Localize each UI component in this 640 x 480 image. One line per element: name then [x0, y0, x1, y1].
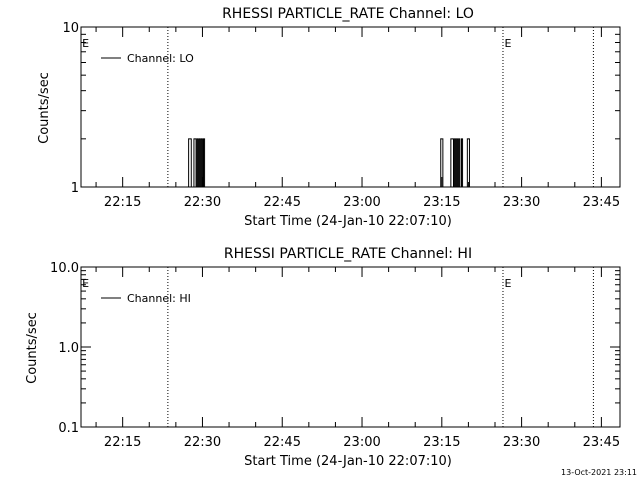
- lo-data-point: [197, 186, 199, 188]
- lo-data-point: [198, 138, 200, 140]
- lo-data-point: [468, 138, 469, 140]
- lo-data-point: [450, 138, 452, 140]
- lo-data-point: [199, 186, 201, 188]
- lo-eclipse-label: E: [505, 37, 512, 50]
- lo-data-point: [439, 186, 441, 188]
- lo-x-tick-label: 23:45: [583, 195, 620, 210]
- lo-data-point: [458, 138, 460, 140]
- lo-data-point: [193, 138, 195, 140]
- lo-data-point: [455, 186, 457, 188]
- panel-hi: RHESSI PARTICLE_RATE Channel: HI Start T…: [25, 246, 621, 469]
- lo-data-point: [196, 138, 198, 140]
- lo-data-point: [459, 186, 461, 188]
- hi-x-tick-label: 23:30: [503, 435, 540, 450]
- lo-eclipse-label: E: [82, 37, 89, 50]
- hi-x-tick-label: 23:15: [423, 435, 460, 450]
- lo-data-point: [441, 138, 443, 140]
- lo-data-point: [461, 138, 462, 140]
- lo-data-point: [195, 186, 197, 188]
- lo-data-point: [442, 186, 444, 188]
- hi-y-tick-label: 10.0: [50, 261, 79, 276]
- lo-data-point: [452, 138, 453, 140]
- footer-timestamp: 13-Oct-2021 23:11: [561, 468, 637, 477]
- lo-data-point: [190, 186, 192, 188]
- lo-x-tick-label: 22:15: [104, 195, 141, 210]
- lo-data-point: [188, 138, 190, 140]
- lo-data-point: [453, 186, 454, 188]
- panel-lo-ylabel: Counts/sec: [37, 72, 52, 144]
- lo-data-point: [189, 138, 191, 140]
- lo-legend-label: Channel: LO: [127, 52, 194, 65]
- lo-data-point: [466, 138, 468, 140]
- hi-y-tick-label: 0.1: [58, 421, 79, 436]
- panel-hi-plot-area: 22:15 22:30 22:45 23:00 23:15 23:30 23:45 0.1 1.…: [50, 261, 621, 450]
- lo-y-tick-label: 10: [62, 21, 79, 36]
- lo-series-line: [187, 138, 470, 188]
- lo-data-point: [456, 138, 458, 140]
- hi-eclipse-label: E: [505, 277, 512, 290]
- hi-y-tick-label: 1.0: [58, 341, 79, 356]
- hi-x-tick-label: 22:15: [104, 435, 141, 450]
- lo-x-tick-label: 22:30: [184, 195, 221, 210]
- lo-data-point: [469, 186, 470, 188]
- lo-data-point: [194, 138, 196, 140]
- lo-data-point: [457, 186, 459, 188]
- lo-data-point: [200, 138, 202, 140]
- panel-hi-xlabel: Start Time (24-Jan-10 22:07:10): [244, 454, 452, 469]
- hi-x-tick-label: 23:00: [343, 435, 380, 450]
- lo-data-point: [462, 186, 463, 188]
- lo-data-point: [187, 186, 188, 188]
- panel-lo: RHESSI PARTICLE_RATE Channel: LO Start T…: [37, 6, 621, 229]
- lo-data-point: [465, 186, 467, 188]
- lo-data-point: [449, 186, 451, 188]
- panel-lo-xlabel: Start Time (24-Jan-10 22:07:10): [244, 214, 452, 229]
- lo-x-tick-label: 23:00: [343, 195, 380, 210]
- hi-eclipse-label: E: [82, 277, 89, 290]
- lo-x-tick-label: 23:30: [503, 195, 540, 210]
- lo-data-point: [203, 138, 204, 140]
- hi-x-tick-label: 22:30: [184, 435, 221, 450]
- panel-lo-title: RHESSI PARTICLE_RATE Channel: LO: [222, 6, 474, 22]
- hi-x-tick-label: 22:45: [264, 435, 301, 450]
- lo-data-point: [202, 186, 203, 188]
- lo-x-tick-label: 22:45: [264, 195, 301, 210]
- lo-data-point: [454, 138, 455, 140]
- lo-data-point: [192, 186, 194, 188]
- lo-x-tick-label: 23:15: [423, 195, 460, 210]
- hi-legend-label: Channel: HI: [127, 292, 191, 305]
- panel-hi-ylabel: Counts/sec: [25, 312, 40, 384]
- panel-hi-title: RHESSI PARTICLE_RATE Channel: HI: [224, 246, 472, 262]
- lo-data-point: [440, 138, 442, 140]
- hi-x-tick-label: 23:45: [583, 435, 620, 450]
- lo-data-point: [204, 186, 205, 188]
- lo-y-tick-label: 1: [71, 181, 79, 196]
